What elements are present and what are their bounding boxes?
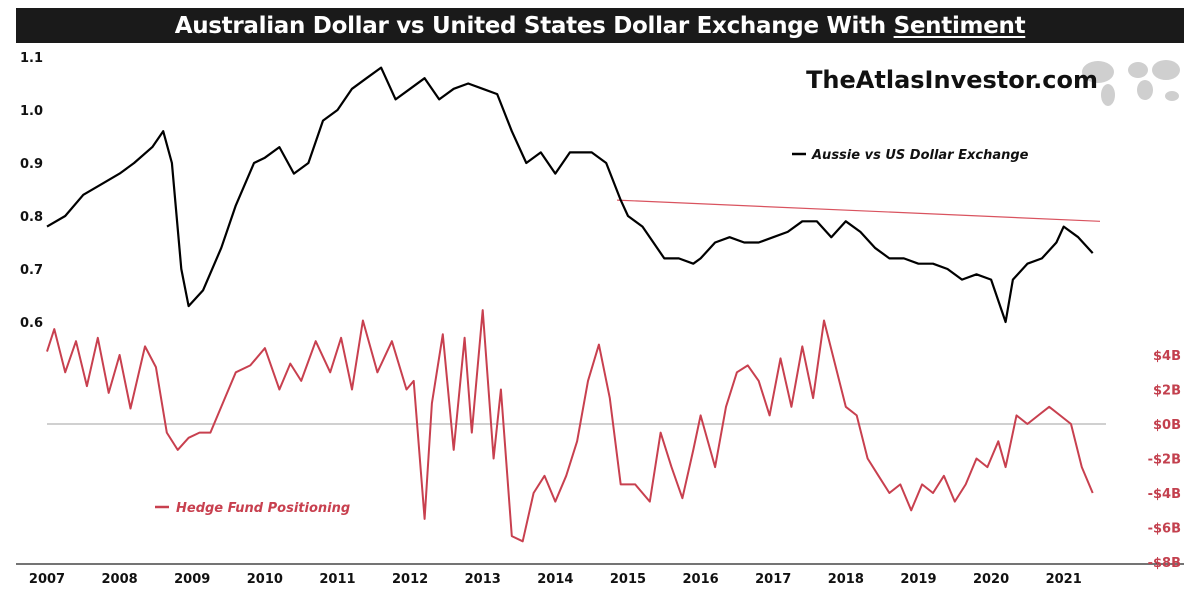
fx-legend-label: Aussie vs US Dollar Exchange [811, 148, 1029, 163]
x-tick-label: 2017 [755, 572, 791, 587]
chart-title-underlined: Sentiment [893, 12, 1026, 39]
x-tick-label: 2008 [102, 572, 138, 587]
left-y-tick-label: 0.9 [20, 157, 43, 172]
x-tick-label: 2007 [29, 572, 65, 587]
x-tick-label: 2018 [828, 572, 864, 587]
x-tick-label: 2011 [319, 572, 355, 587]
right-y-tick-label: $4B [1153, 349, 1181, 364]
x-tick-label: 2010 [247, 572, 283, 587]
fx-line [46, 66, 1094, 324]
left-y-tick-label: 0.7 [20, 263, 43, 278]
chart-title: Australian Dollar vs United States Dolla… [16, 8, 1184, 43]
world-map-icon [1082, 60, 1180, 106]
left-y-tick-label: 1.1 [20, 51, 43, 66]
hedge-fund-line [46, 309, 1094, 543]
x-tick-label: 2015 [610, 572, 646, 587]
right-y-tick-label: -$2B [1148, 453, 1181, 468]
right-y-tick-label: $2B [1153, 384, 1181, 399]
brand-watermark: TheAtlasInvestor.com [806, 66, 1098, 94]
watermark: TheAtlasInvestor.com [806, 60, 1180, 106]
x-tick-label: 2019 [900, 572, 936, 587]
left-y-tick-label: 0.8 [20, 210, 43, 225]
x-tick-label: 2013 [465, 572, 501, 587]
left-y-tick-label: 1.0 [20, 104, 43, 119]
x-tick-label: 2020 [973, 572, 1009, 587]
x-tick-label: 2012 [392, 572, 428, 587]
right-y-tick-label: -$8B [1148, 556, 1181, 571]
x-tick-label: 2014 [537, 572, 573, 587]
left-y-tick-label: 0.6 [20, 316, 43, 331]
right-y-tick-label: -$4B [1148, 487, 1181, 502]
x-tick-label: 2009 [174, 572, 210, 587]
trend-line [617, 199, 1101, 222]
right-y-tick-label: -$6B [1148, 522, 1181, 537]
x-tick-label: 2021 [1046, 572, 1082, 587]
right-y-tick-label: $0B [1153, 418, 1181, 433]
chart-title-main: Australian Dollar vs United States Dolla… [174, 12, 886, 39]
x-tick-label: 2016 [682, 572, 718, 587]
hf-legend-label: Hedge Fund Positioning [176, 501, 350, 516]
